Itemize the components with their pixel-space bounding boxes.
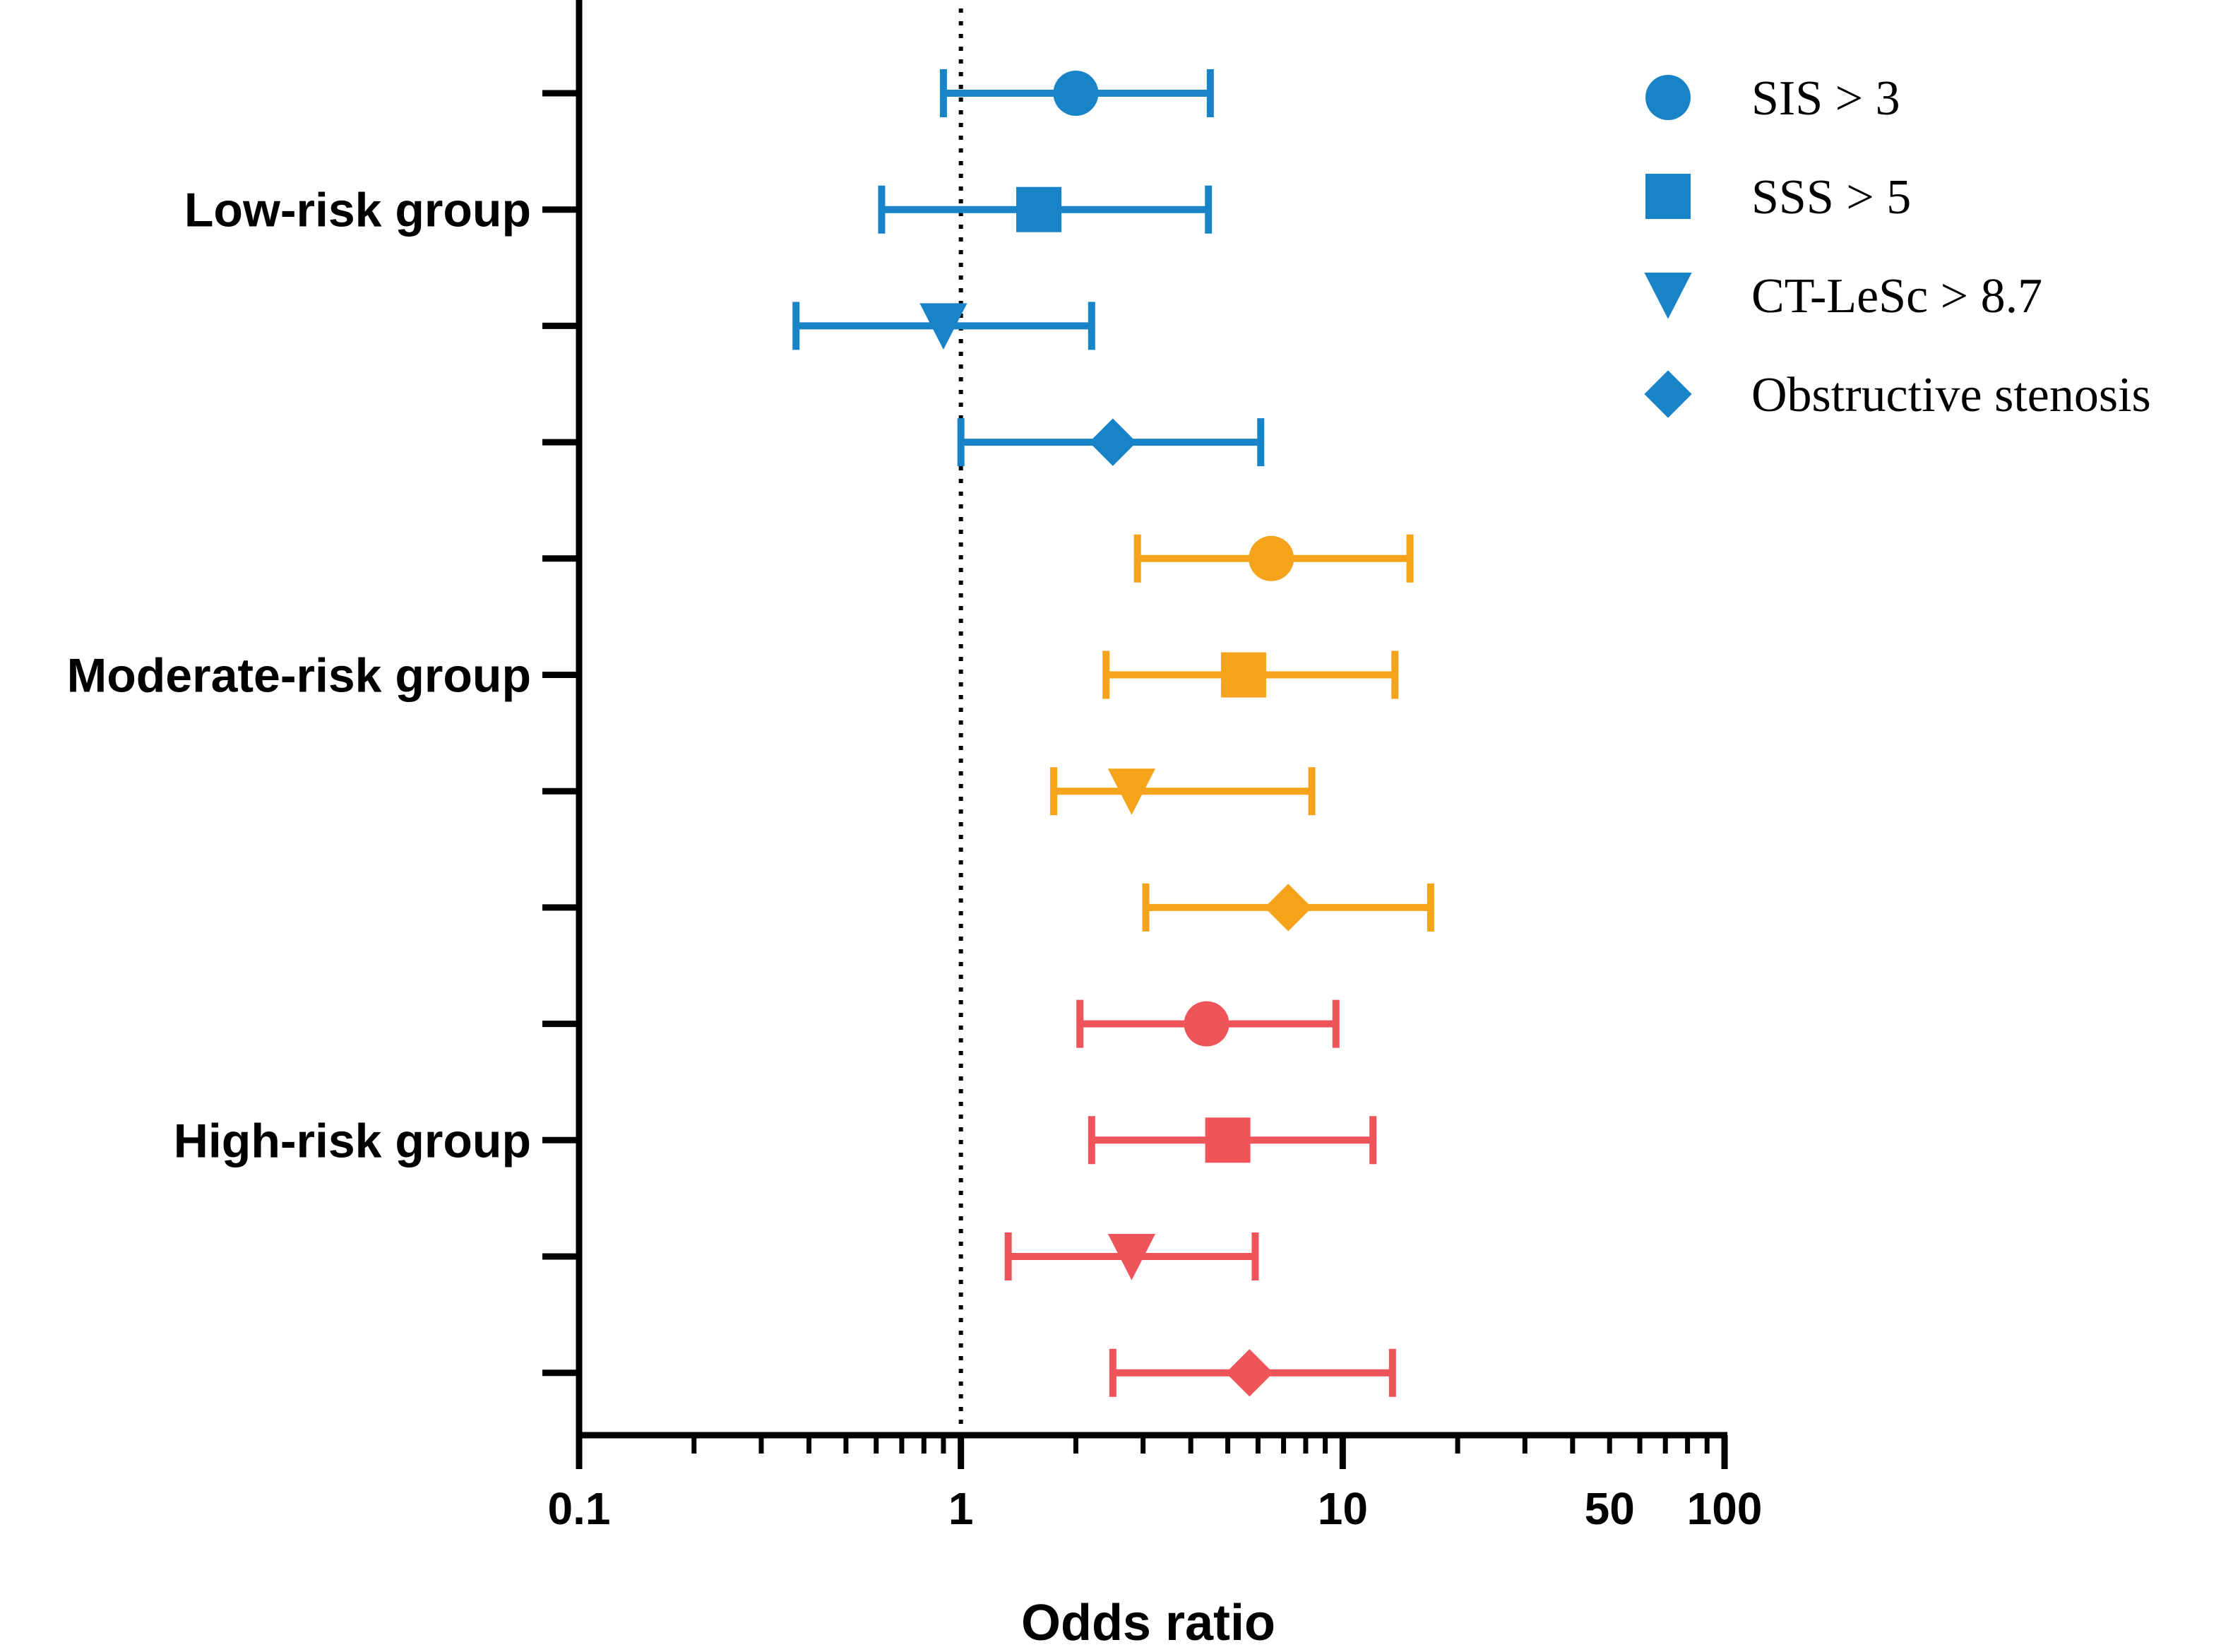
x-tick-label: 0.1 [548,1483,611,1534]
point-estimate-diamond [1264,884,1312,932]
point-estimate-square [1205,1117,1251,1163]
point-estimate-diamond [1225,1349,1273,1397]
forest-row [1088,1116,1377,1165]
forest-row [1004,1232,1259,1280]
x-tick-label: 1 [948,1483,974,1534]
legend-marker-triangle-down [1644,273,1692,319]
legend-label: SIS > 3 [1751,71,1900,126]
group-label: High-risk group [174,1114,531,1167]
legend-label: CT-LeSc > 8.7 [1751,269,2042,323]
point-estimate-triangle-down [1107,768,1156,815]
point-estimate-circle [1053,71,1099,116]
legend-marker-square [1645,174,1691,219]
forest-row [1133,534,1414,583]
legend-label: Obstructive stenosis [1751,368,2151,422]
x-tick-label: 10 [1318,1483,1368,1534]
legend-item: SSS > 5 [1645,170,1911,225]
legend-label: SSS > 5 [1751,170,1911,225]
point-estimate-triangle-down [1107,1234,1156,1280]
x-axis-title: Odds ratio [1021,1595,1275,1651]
x-tick-label: 100 [1687,1483,1763,1534]
point-estimate-square [1220,652,1266,698]
forest-row [957,418,1265,467]
point-estimate-diamond [1089,418,1137,466]
point-estimate-circle [1249,535,1294,581]
forest-row [792,302,1095,350]
forest-row [1142,883,1434,932]
point-estimate-triangle-down [919,303,967,350]
group-label: Moderate-risk group [67,649,531,703]
legend-item: SIS > 3 [1645,71,1900,126]
forest-row [1109,1348,1396,1397]
group-label: Low-risk group [184,184,531,237]
legend-item: Obstructive stenosis [1644,368,2151,422]
forest-row [1050,767,1316,816]
forest-row [1102,650,1399,699]
legend-item: CT-LeSc > 8.7 [1644,269,2042,323]
point-estimate-square [1016,186,1062,232]
legend-marker-diamond [1644,370,1692,418]
forest-row [939,69,1214,117]
point-estimate-circle [1184,1001,1229,1047]
x-tick-label: 50 [1585,1483,1635,1534]
forest-row [878,185,1213,234]
forest-row [1076,999,1340,1048]
legend-marker-circle [1645,75,1691,120]
